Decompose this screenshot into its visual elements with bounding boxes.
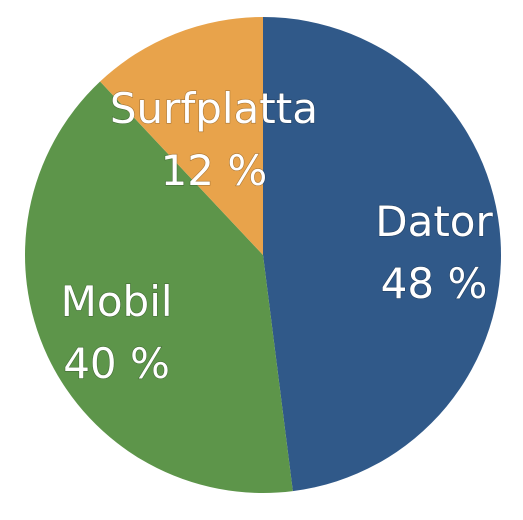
slice-value: 48 % xyxy=(381,259,488,308)
slice-label-surfplatta: Surfplatta 12 % xyxy=(110,84,318,195)
slice-name: Mobil xyxy=(61,277,173,326)
slice-label-dator: Dator 48 % xyxy=(375,197,493,308)
slice-value: 40 % xyxy=(63,339,170,388)
slice-name: Dator xyxy=(375,197,493,246)
slice-label-mobil: Mobil 40 % xyxy=(61,277,173,388)
slice-mobil xyxy=(24,81,293,494)
slice-value: 12 % xyxy=(161,146,268,195)
slice-dator xyxy=(263,17,502,492)
pie-labels: Dator 48 % Mobil 40 % Surfplatta 12 % xyxy=(60,83,494,388)
pie-slices xyxy=(24,16,502,494)
slice-surfplatta xyxy=(100,16,263,255)
slice-name: Surfplatta xyxy=(110,84,318,133)
